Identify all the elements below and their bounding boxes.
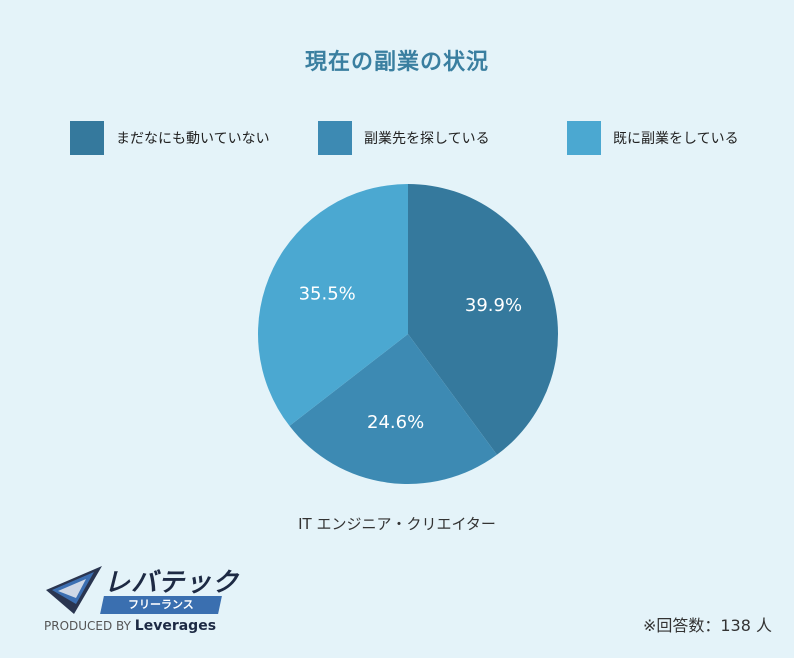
pie-slice-label-1: 24.6%: [367, 412, 424, 433]
legend-swatch: [567, 121, 601, 155]
pie-slice-2: [258, 184, 408, 426]
chart-title: 現在の副業の状況: [304, 50, 489, 75]
legend-label: 副業先を探している: [364, 131, 490, 147]
legend-swatch: [70, 121, 104, 155]
logo-subtitle: フリーランス: [100, 596, 222, 614]
brand-logo: レバテック フリーランス PRODUCED BY Leverages: [44, 560, 244, 640]
logo-mark-icon: [46, 566, 102, 614]
chart-caption: IT エンジニア・クリエイター: [298, 515, 496, 533]
legend-item-1: 副業先を探している: [318, 121, 490, 155]
legend-item-0: まだなにも動いていない: [70, 121, 270, 155]
legend-label: まだなにも動いていない: [116, 131, 270, 147]
pie-slice-label-2: 35.5%: [299, 283, 356, 304]
legend-item-2: 既に副業をしている: [567, 121, 739, 155]
pie-slice-label-0: 39.9%: [465, 295, 522, 316]
legend-swatch: [318, 121, 352, 155]
pie-slice-0: [408, 184, 558, 455]
respondent-count-note: ※回答数：138 人: [642, 616, 772, 635]
legend: まだなにも動いていない 副業先を探している 既に副業をしている: [0, 121, 794, 155]
legend-label: 既に副業をしている: [613, 131, 739, 147]
pie-slice-1: [289, 334, 497, 485]
logo-produced-by: PRODUCED BY Leverages: [44, 618, 217, 634]
logo-wordmark: レバテック: [104, 568, 240, 598]
